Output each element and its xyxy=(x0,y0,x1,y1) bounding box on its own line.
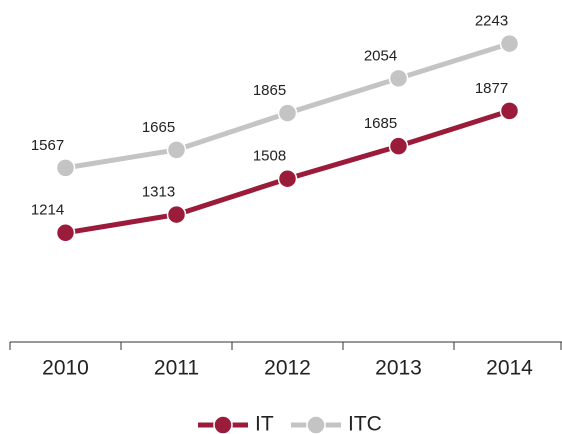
x-tick-label: 2013 xyxy=(375,357,422,380)
data-label: 1313 xyxy=(142,184,175,201)
point xyxy=(277,168,298,189)
point xyxy=(499,101,520,121)
point xyxy=(388,136,409,156)
legend-label: IT xyxy=(255,413,274,434)
legend-marker xyxy=(213,415,233,434)
legend-marker xyxy=(306,415,326,434)
point xyxy=(55,158,76,178)
data-label: 1685 xyxy=(364,115,397,132)
data-label: 2054 xyxy=(364,47,397,64)
data-label: 1567 xyxy=(31,137,64,154)
data-label: 2243 xyxy=(475,13,508,30)
x-tick-label: 2011 xyxy=(154,357,199,380)
point xyxy=(166,140,187,160)
legend-label: ITC xyxy=(348,413,382,434)
point xyxy=(55,223,76,243)
point xyxy=(388,68,409,89)
data-label: 1665 xyxy=(142,119,175,136)
data-label: 1214 xyxy=(31,202,64,219)
data-label: 1877 xyxy=(475,80,508,97)
point xyxy=(499,33,520,54)
x-tick-label: 2010 xyxy=(42,357,89,380)
x-tick-label: 2014 xyxy=(486,357,533,380)
data-label: 1865 xyxy=(253,82,286,99)
point xyxy=(166,204,187,225)
data-label: 1508 xyxy=(253,148,286,165)
x-tick-label: 2012 xyxy=(264,357,311,380)
point xyxy=(277,103,298,123)
